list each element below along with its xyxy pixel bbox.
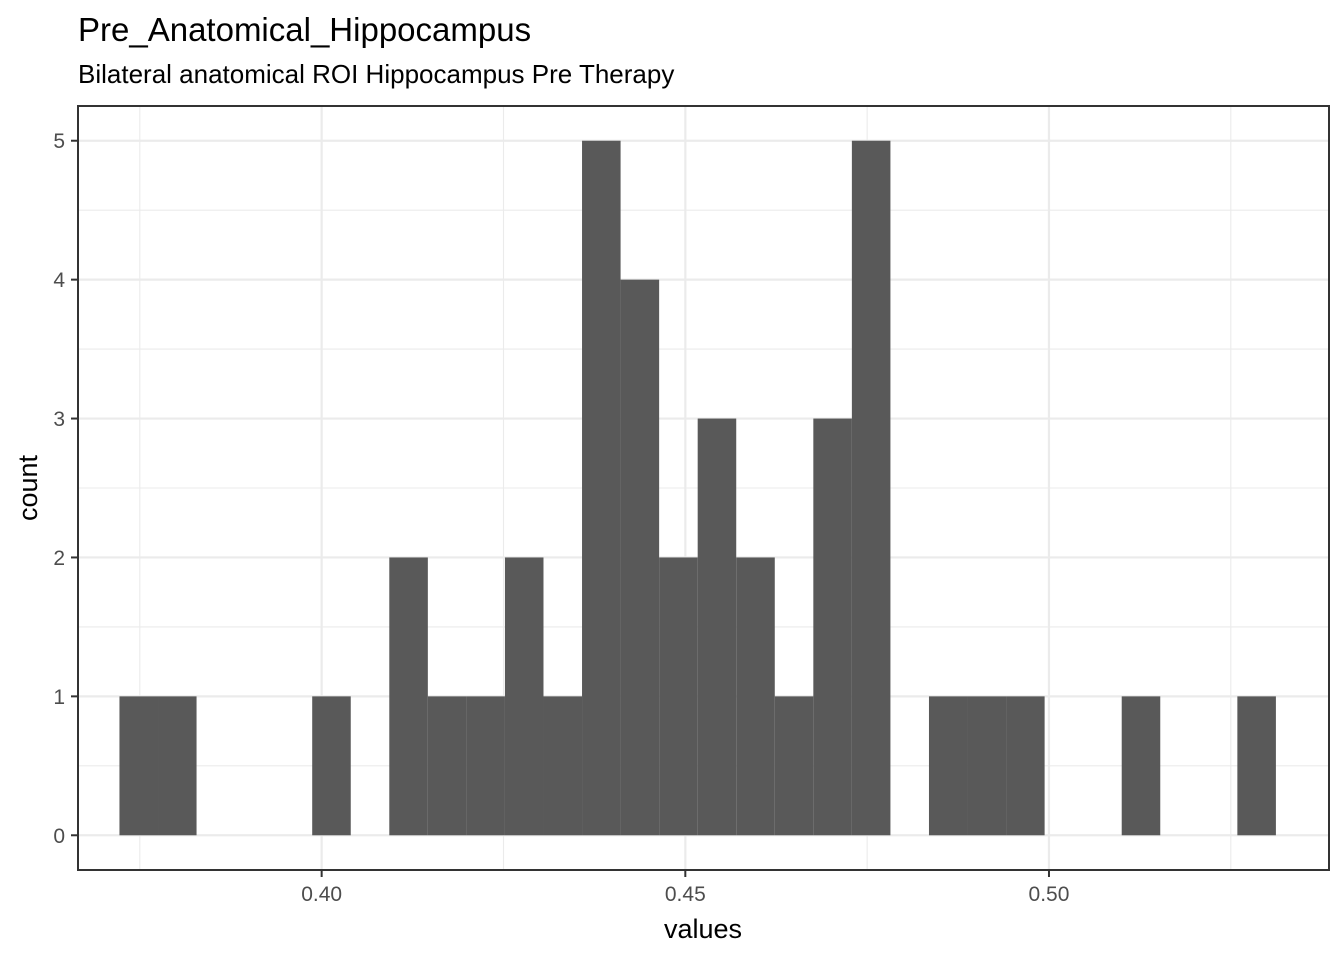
- histogram-bar: [466, 696, 505, 836]
- histogram-bar: [543, 696, 583, 836]
- plot-panel-border: [77, 105, 1330, 871]
- histogram-bar: [427, 696, 467, 836]
- histogram-bar: [697, 418, 737, 836]
- histogram-bar: [389, 557, 428, 836]
- histogram-bar: [620, 279, 660, 836]
- y-tick-label: 4: [53, 269, 65, 292]
- histogram-bar: [119, 696, 159, 836]
- y-tick-label: 3: [53, 408, 65, 431]
- y-axis: 0 1 2 3 4 5: [53, 130, 78, 848]
- histogram-bar: [851, 140, 891, 836]
- chart-title: Pre_Anatomical_Hippocampus: [78, 11, 531, 48]
- y-axis-title: count: [13, 454, 43, 521]
- x-tick-label: 0.50: [1029, 883, 1070, 906]
- x-axis: 0.40 0.45 0.50: [301, 870, 1069, 906]
- histogram-bars: [119, 140, 1276, 836]
- histogram-bar: [659, 557, 698, 836]
- histogram-bar: [582, 140, 621, 836]
- histogram-bar: [1237, 696, 1276, 836]
- histogram-bar: [158, 696, 197, 836]
- histogram-bar: [774, 696, 814, 836]
- y-tick-label: 5: [53, 130, 65, 153]
- histogram-bar: [504, 557, 544, 836]
- histogram-bar: [312, 696, 351, 836]
- histogram-bar: [736, 557, 775, 836]
- x-tick-label: 0.45: [665, 883, 706, 906]
- histogram-bar: [1121, 696, 1161, 836]
- x-tick-label: 0.40: [301, 883, 342, 906]
- y-tick-label: 0: [53, 825, 65, 848]
- y-tick-label: 2: [53, 547, 65, 570]
- histogram-bar: [967, 696, 1007, 836]
- y-tick-label: 1: [53, 686, 65, 709]
- histogram-bar: [928, 696, 968, 836]
- histogram-bar: [1006, 696, 1045, 836]
- x-axis-title: values: [664, 914, 742, 944]
- histogram-bar: [813, 418, 852, 836]
- chart-subtitle: Bilateral anatomical ROI Hippocampus Pre…: [78, 59, 674, 89]
